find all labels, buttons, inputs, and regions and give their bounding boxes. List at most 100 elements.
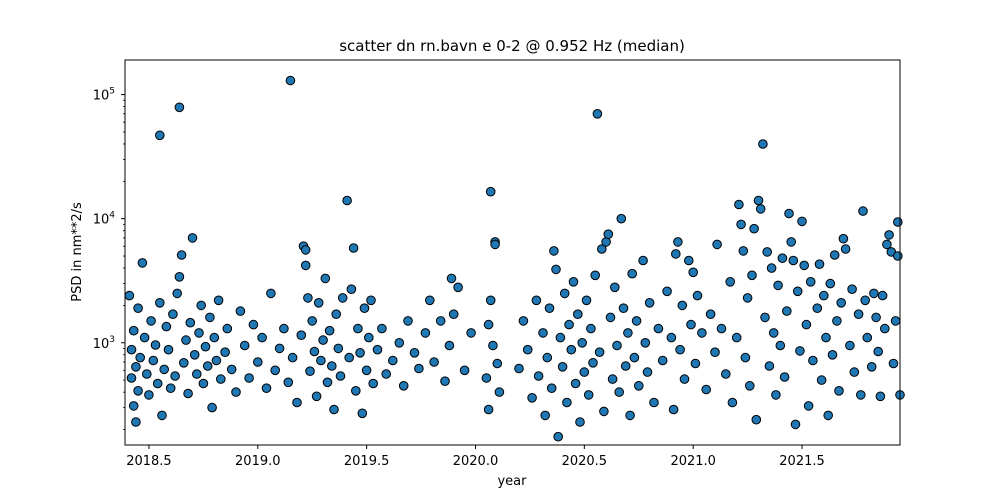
data-point: [620, 361, 631, 371]
data-point: [603, 229, 614, 239]
data-point: [653, 323, 664, 334]
data-point: [884, 230, 894, 240]
data-point: [721, 369, 731, 379]
data-point: [808, 355, 818, 366]
x-tick-label: 2019.0: [235, 454, 281, 469]
data-point: [292, 397, 302, 408]
data-point: [133, 386, 143, 396]
data-point: [307, 316, 318, 326]
data-point: [152, 378, 163, 389]
data-point: [773, 280, 783, 291]
data-point: [355, 348, 365, 358]
data-point: [327, 361, 337, 371]
data-point: [209, 332, 220, 343]
data-point: [579, 367, 590, 377]
data-point: [570, 378, 581, 389]
data-point: [686, 319, 696, 330]
data-point: [725, 277, 736, 287]
data-point: [692, 290, 703, 301]
data-point: [381, 369, 392, 379]
data-point: [494, 387, 505, 397]
data-point: [200, 341, 211, 352]
data-point: [749, 223, 759, 234]
y-axis-label: PSD in nm**2/s: [70, 202, 85, 302]
x-axis: 2018.5 2019.0 2019.5 2020.0 2020.5 2021.0 2021…: [126, 445, 825, 469]
x-tick-label: 2020.0: [453, 454, 499, 469]
data-point: [856, 390, 866, 400]
data-point: [198, 378, 209, 389]
data-point: [126, 373, 137, 383]
data-point: [871, 312, 881, 323]
data-point: [642, 367, 653, 377]
data-point: [827, 350, 838, 360]
y-tick-label: 104: [93, 211, 116, 228]
data-point: [329, 404, 339, 415]
data-point: [688, 267, 699, 278]
data-point: [888, 358, 899, 369]
data-point: [394, 338, 405, 348]
data-point: [522, 344, 533, 355]
data-point: [359, 303, 370, 314]
data-point: [866, 362, 877, 372]
data-point: [492, 358, 503, 369]
data-point: [168, 309, 178, 320]
data-point: [211, 355, 222, 366]
data-point: [448, 309, 459, 320]
data-point: [344, 352, 355, 363]
data-point: [538, 328, 548, 338]
data-point: [849, 367, 860, 377]
data-point: [248, 319, 259, 330]
data-point: [518, 316, 529, 326]
data-point: [446, 273, 457, 284]
data-point: [679, 374, 690, 384]
data-point: [128, 325, 139, 336]
data-point: [634, 381, 644, 391]
data-point: [270, 365, 281, 376]
data-point: [324, 325, 335, 336]
data-point: [202, 361, 213, 371]
data-point: [801, 319, 812, 330]
data-point: [157, 410, 167, 421]
data-point: [825, 278, 836, 289]
data-point: [816, 375, 827, 385]
data-point: [551, 264, 561, 275]
data-point: [586, 323, 596, 334]
data-point: [318, 335, 328, 345]
data-point: [274, 343, 285, 354]
data-point: [786, 237, 797, 247]
data-point: [313, 298, 324, 308]
data-point: [873, 346, 884, 357]
data-point: [155, 298, 165, 308]
data-point: [540, 410, 551, 421]
data-point: [760, 312, 770, 323]
data-point: [142, 369, 152, 379]
data-point: [627, 268, 638, 279]
data-point: [657, 355, 668, 366]
data-point: [594, 347, 605, 358]
data-point: [179, 358, 189, 368]
y-tick-label: 105: [93, 87, 115, 104]
data-point: [684, 255, 694, 266]
data-point: [677, 300, 688, 311]
data-point: [762, 247, 773, 257]
data-point: [542, 352, 553, 363]
data-point: [150, 340, 161, 350]
data-point: [597, 244, 607, 254]
data-point: [675, 344, 685, 355]
data-point: [172, 288, 182, 299]
data-point: [481, 373, 492, 383]
data-point: [832, 316, 842, 326]
data-point: [483, 404, 494, 415]
data-point: [181, 335, 191, 345]
data-point: [610, 282, 620, 293]
data-point: [631, 316, 642, 326]
data-point: [300, 260, 311, 271]
data-point: [666, 332, 677, 343]
data-point: [305, 366, 315, 377]
data-point: [549, 246, 559, 256]
data-point: [490, 239, 500, 250]
data-point: [252, 357, 263, 367]
data-point: [146, 316, 156, 326]
data-point: [869, 288, 879, 299]
data-point: [440, 376, 450, 387]
